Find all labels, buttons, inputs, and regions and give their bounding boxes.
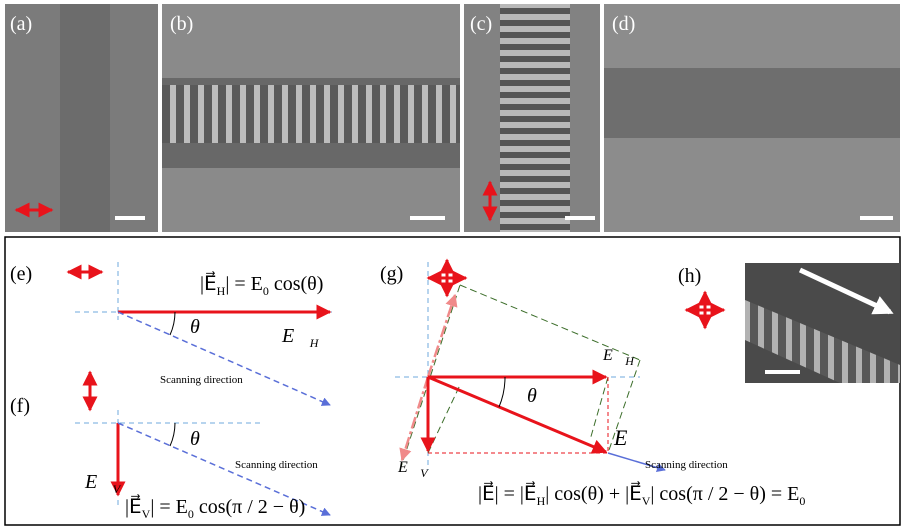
image-b-ripples <box>162 85 460 143</box>
panel-label: (c) <box>470 13 492 35</box>
text-part: V <box>642 494 651 508</box>
panel-label: (d) <box>612 13 635 35</box>
polarization-cross <box>428 260 466 296</box>
text-part: cos(π / 2 − θ) <box>194 496 306 518</box>
equation: |E⃗V| = E0 cos(π / 2 − θ) <box>125 493 305 521</box>
text-part: E⃗ <box>281 325 310 347</box>
image-a-band <box>60 4 110 232</box>
panel-g: (g) θ E⃗H E⃗V E⃗ Scanning direction |E⃗|… <box>380 260 805 508</box>
panel-label: (f) <box>10 395 30 417</box>
text-part: E⃗ <box>602 347 625 364</box>
direction-label: Scanning direction <box>645 459 728 471</box>
text-part: |E⃗ <box>200 270 217 295</box>
angle: θ <box>190 316 200 338</box>
panel-label: (b) <box>170 13 193 35</box>
equation: |E⃗| = |E⃗H| cos(θ) + |E⃗V| cos(π / 2 − … <box>478 480 805 508</box>
text-part: |E⃗| = |E⃗ <box>478 480 537 505</box>
vector-label: E⃗H <box>281 325 320 350</box>
equation: |E⃗H| = E0 cos(θ) <box>200 270 323 298</box>
text-part: |E⃗ <box>125 493 142 518</box>
text-part: H <box>624 354 635 368</box>
panel-label: (g) <box>380 263 403 285</box>
polarization-cross <box>686 292 724 328</box>
text-part: E⃗ <box>84 471 113 493</box>
angle: θ <box>190 428 200 450</box>
panel-e: (e) θ E⃗H |E⃗H| = E0 cos(θ) Scanning dir… <box>10 262 335 405</box>
figure: (a) (b) (c) (d) (e) θ E⃗H |E⃗H| = E0 cos… <box>0 0 904 527</box>
vector-label: E⃗ <box>613 425 645 450</box>
angle-arc <box>170 312 175 335</box>
vector-label: E⃗V <box>84 471 122 496</box>
angle-arc <box>499 377 505 407</box>
text-part: V <box>142 507 151 521</box>
text-part: | = E <box>150 496 188 518</box>
text-part: H <box>217 284 226 298</box>
text-part: | = E <box>225 273 263 295</box>
direction-label: Scanning direction <box>160 374 243 386</box>
angle: θ <box>527 385 537 407</box>
text-part: H <box>309 336 320 350</box>
image-c-ripples <box>500 4 570 232</box>
text-part: V <box>113 482 122 496</box>
text-part: V <box>420 466 429 480</box>
text-part: | cos(π / 2 − θ) = E <box>650 483 799 505</box>
panel-h: (h) <box>678 263 900 383</box>
vector-label: E⃗H <box>602 347 635 368</box>
panel-label: (e) <box>10 263 32 285</box>
angle-arc <box>170 423 175 446</box>
projection-vector <box>402 377 428 460</box>
projection-vector <box>428 295 455 377</box>
text-part: | cos(θ) + |E⃗ <box>545 480 641 505</box>
panel-f: (f) θ E⃗V |E⃗V| = E0 cos(π / 2 − θ) Scan… <box>10 372 330 521</box>
sem-images: (a) (b) (c) (d) <box>5 4 900 232</box>
text-part: E⃗ <box>397 459 420 476</box>
page: (a) (b) (c) (d) (e) θ E⃗H |E⃗H| = E0 cos… <box>0 0 904 527</box>
vector-label: E⃗V <box>397 459 429 480</box>
panel-label: (h) <box>678 265 701 287</box>
text-part: cos(θ) <box>269 273 324 295</box>
text-part: H <box>537 494 546 508</box>
image-d-band <box>604 68 900 138</box>
vector <box>428 377 606 452</box>
text-part: 0 <box>799 494 805 508</box>
panel-label: (a) <box>10 13 32 35</box>
direction-label: Scanning direction <box>235 459 318 471</box>
